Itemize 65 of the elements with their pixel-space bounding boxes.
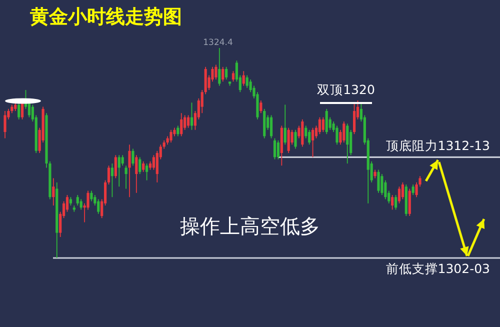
candlestick (4, 110, 6, 139)
candlestick (325, 108, 328, 135)
candlestick (107, 165, 110, 185)
candlestick (124, 165, 128, 190)
candlestick (301, 118, 304, 148)
candlestick (342, 121, 346, 143)
candlestick (380, 174, 384, 196)
candlestick (145, 163, 148, 181)
candlestick (135, 154, 138, 194)
candlestick (304, 125, 308, 139)
candlestick (322, 116, 324, 132)
ref-line-label: 前低支撑1302-03 (386, 261, 490, 276)
candlestick (270, 114, 273, 139)
candlestick (66, 194, 69, 212)
candlestick (242, 70, 245, 86)
candlestick (287, 127, 290, 154)
candlestick (118, 154, 120, 188)
candlestick (246, 74, 248, 88)
candlestick (121, 154, 124, 166)
candlestick (222, 66, 224, 82)
candlestick (214, 64, 218, 80)
candlestick (80, 198, 82, 210)
candlestick (218, 48, 221, 86)
candlestick (138, 156, 142, 174)
candlestick (346, 123, 349, 164)
candlestick (170, 129, 172, 143)
candlestick (408, 188, 411, 216)
candlestick (180, 112, 183, 137)
candlestick (76, 194, 79, 206)
candlestick (318, 116, 322, 135)
candlestick (225, 66, 228, 80)
candlestick (97, 198, 100, 214)
candlestick (176, 125, 180, 137)
candlestick (260, 100, 262, 114)
candlestick (18, 102, 20, 120)
candlestick (398, 186, 401, 204)
candlestick (273, 138, 276, 160)
candlestick (308, 129, 311, 146)
candlestick (394, 194, 398, 210)
candlestick (152, 154, 156, 170)
candlestick (377, 169, 380, 194)
candlestick (401, 182, 404, 200)
candlestick (336, 125, 338, 146)
candlestick (311, 127, 314, 158)
candlestick (190, 102, 194, 130)
candlestick (142, 160, 145, 172)
candlestick (284, 104, 286, 146)
candlestick (110, 163, 114, 198)
annotation: 双顶1320 (317, 82, 375, 97)
candlestick (90, 190, 93, 202)
candlestick (294, 129, 297, 150)
ref-line-label: 顶底阻力1312-13 (386, 138, 490, 154)
annotation: 操作上高空低多 (180, 214, 320, 238)
candlestick (232, 70, 235, 82)
candlestick (352, 102, 356, 135)
candlestick (186, 114, 190, 128)
candlestick (114, 154, 117, 179)
annotation: 1324.4 (203, 38, 233, 48)
candlestick (52, 178, 55, 206)
candlestick (412, 184, 414, 196)
candlestick (276, 140, 280, 160)
candlestick (132, 148, 134, 166)
candlestick (391, 194, 394, 210)
candlestick (128, 144, 131, 198)
chart-title: 黄金小时线走势图 (29, 6, 182, 28)
